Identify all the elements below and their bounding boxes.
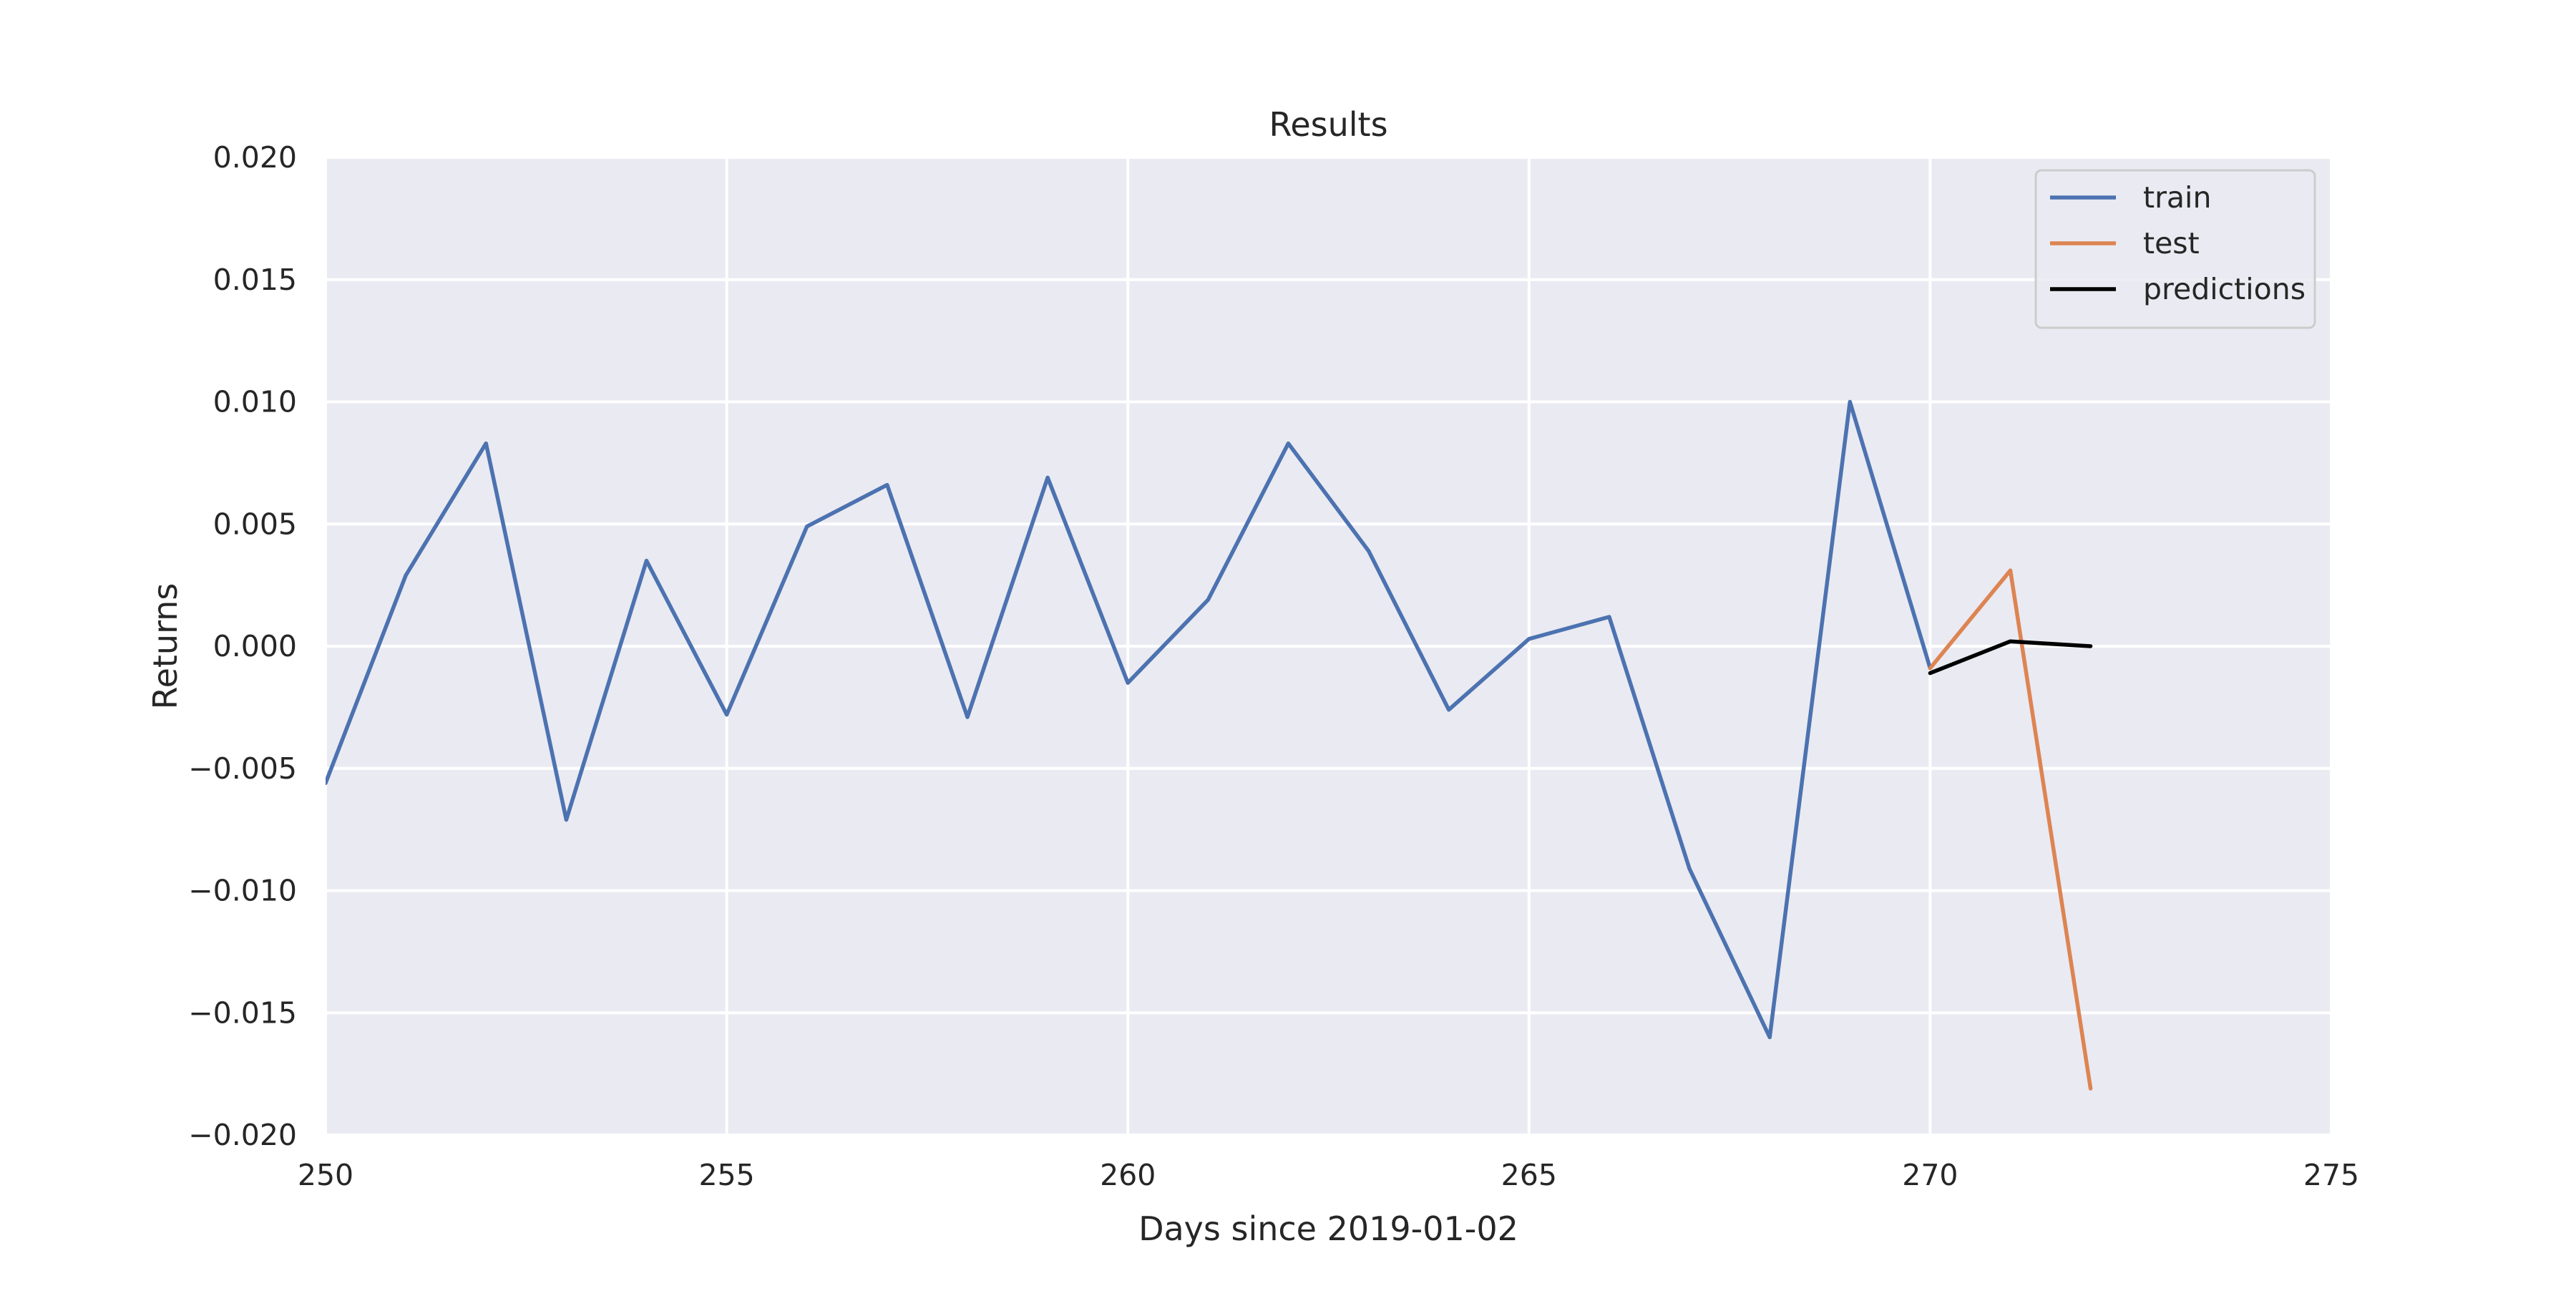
series-line-train	[326, 399, 1933, 1040]
legend: train test predictions	[2034, 169, 2316, 329]
y-tick-label: −0.010	[188, 874, 297, 908]
series-lines	[326, 399, 2093, 1091]
x-tick-label: 255	[698, 1158, 754, 1192]
y-tick-label: 0.020	[213, 140, 297, 175]
series-line-predictions	[1928, 639, 2093, 676]
x-tick-labels: 250 255 260 265 270 275	[298, 1158, 2359, 1192]
x-axis-label: Days since 2019-01-02	[1138, 1209, 1518, 1248]
x-tick-label: 260	[1100, 1158, 1156, 1192]
x-tick-label: 270	[1902, 1158, 1958, 1192]
x-tick-label: 250	[298, 1158, 353, 1192]
x-tick-label: 265	[1501, 1158, 1557, 1192]
x-tick-label: 275	[2303, 1158, 2359, 1192]
legend-label-train: train	[2143, 180, 2211, 215]
y-tick-labels: −0.020 −0.015 −0.010 −0.005 0.000 0.005 0.010 0…	[188, 140, 297, 1152]
y-tick-label: 0.000	[213, 629, 297, 663]
y-tick-label: −0.005	[188, 751, 297, 786]
y-tick-label: 0.015	[213, 263, 297, 297]
series-line-test	[1928, 568, 2093, 1091]
y-tick-label: −0.020	[188, 1118, 297, 1152]
y-tick-label: −0.015	[188, 995, 297, 1030]
legend-label-test: test	[2143, 226, 2200, 260]
chart-title: Results	[1269, 105, 1387, 144]
y-tick-label: 0.005	[213, 507, 297, 541]
y-axis-label: Returns	[146, 583, 185, 710]
y-tick-label: 0.010	[213, 385, 297, 419]
legend-label-predictions: predictions	[2143, 272, 2306, 306]
